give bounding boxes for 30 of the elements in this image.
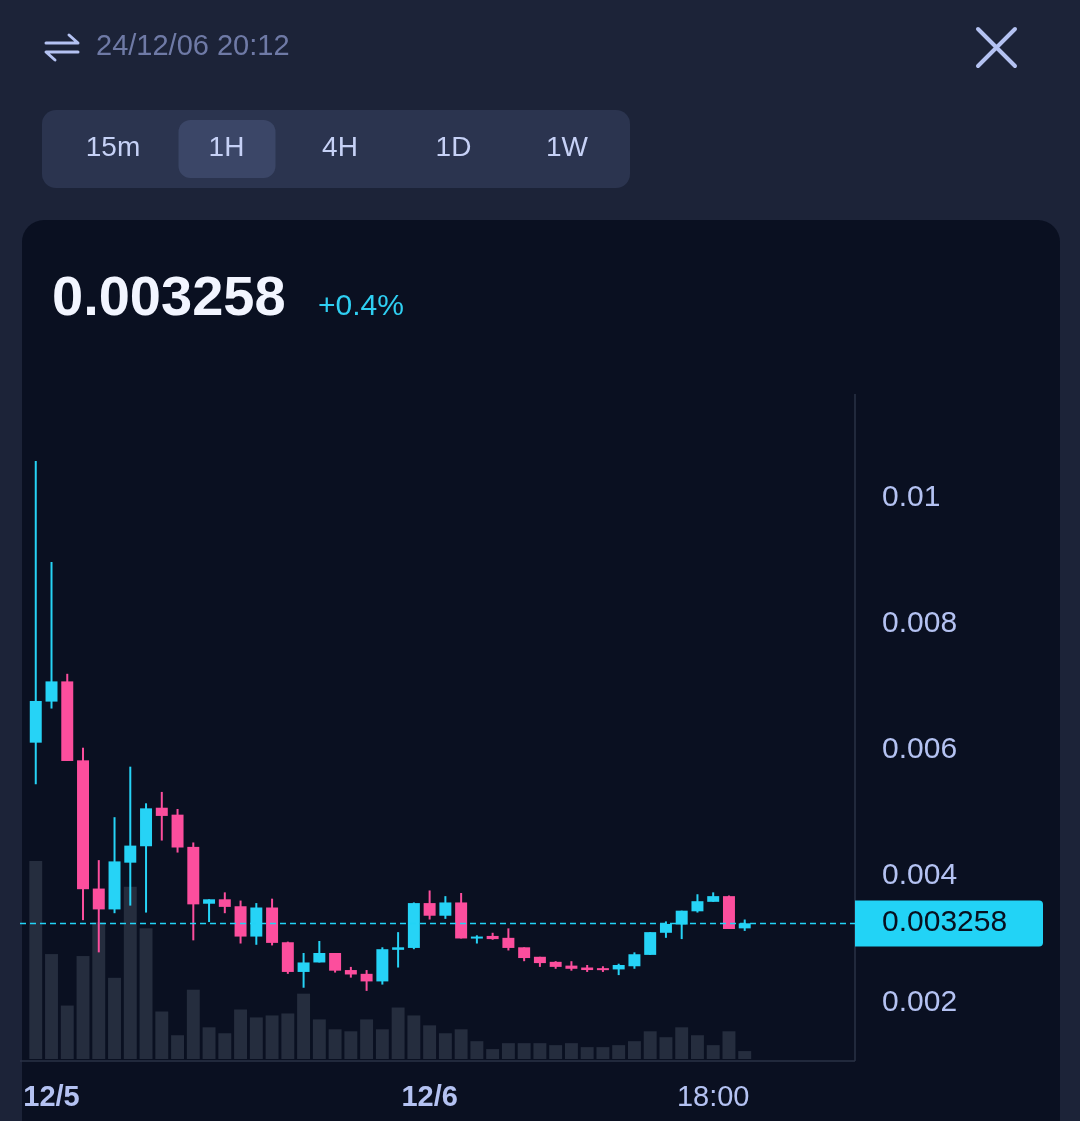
candlestick <box>218 891 231 915</box>
text: 1W <box>546 131 589 163</box>
candlestick <box>691 893 704 914</box>
x-tick-label: 12/6 <box>401 1079 458 1112</box>
text: 1D <box>435 131 472 163</box>
x-tick-label: 18:00 <box>676 1079 750 1112</box>
candlestick <box>423 889 436 921</box>
candlestick <box>360 969 373 992</box>
candlestick <box>392 931 405 969</box>
candlestick <box>203 898 216 924</box>
ref-line-label: 0.003258 <box>882 904 1008 938</box>
y-tick-label: 0.008 <box>882 604 958 638</box>
candlestick <box>29 459 42 786</box>
candlestick <box>297 951 310 989</box>
y-tick-label: 0.01 <box>882 478 941 512</box>
chart-title: 0.003258 <box>52 263 286 327</box>
candlestick <box>155 790 168 842</box>
candlestick <box>644 931 657 956</box>
chart-subtitle: +0.4% <box>318 287 404 321</box>
text: 1H <box>208 131 245 163</box>
candlestick <box>502 927 515 952</box>
y-tick-label: 0.004 <box>882 857 958 891</box>
text: 24/12/06 20:12 <box>96 28 290 61</box>
candlestick <box>439 895 452 920</box>
text: 4H <box>322 131 358 163</box>
candlestick <box>45 561 58 710</box>
x-tick-label: 12/5 <box>23 1079 80 1112</box>
y-tick-label: 0.006 <box>882 731 958 765</box>
text: 15m <box>85 131 141 163</box>
y-tick-label: 0.002 <box>882 983 958 1017</box>
